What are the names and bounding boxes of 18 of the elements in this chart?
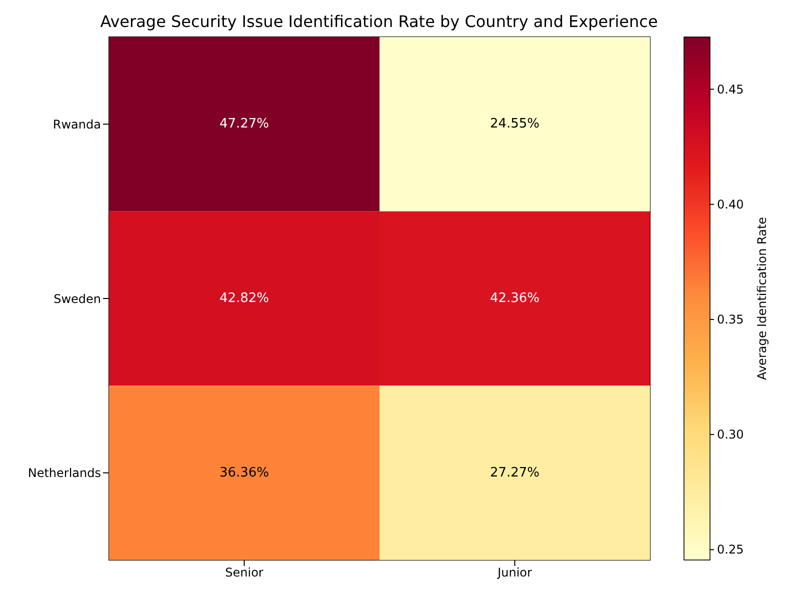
data-label: 27.27% <box>490 465 540 480</box>
y-tick-label: Rwanda <box>52 117 101 132</box>
data-label: 24.55% <box>490 116 540 132</box>
color-bar-label: 0.40 <box>717 197 744 212</box>
chart-title: Average Security Issue Identification Rate by Country and Experience <box>99 12 659 31</box>
color-bar-title: Average Identification Rate <box>755 216 769 380</box>
color-bar-label: 0.25 <box>717 542 744 557</box>
x-tick-label: Junior <box>496 566 532 580</box>
color-bar-label: 0.35 <box>717 312 744 326</box>
y-tick-label: Netherlands <box>28 466 101 480</box>
data-label: 47.27% <box>219 116 270 132</box>
color-bar-label: 0.30 <box>717 428 744 442</box>
x-tick-label: Senior <box>225 566 264 580</box>
data-label: 36.36% <box>219 465 270 480</box>
data-label: 42.36% <box>490 291 540 306</box>
y-tick-label: Sweden <box>54 292 101 306</box>
color-bar-label: 0.45 <box>717 82 744 96</box>
data-label: 42.82% <box>219 291 270 306</box>
